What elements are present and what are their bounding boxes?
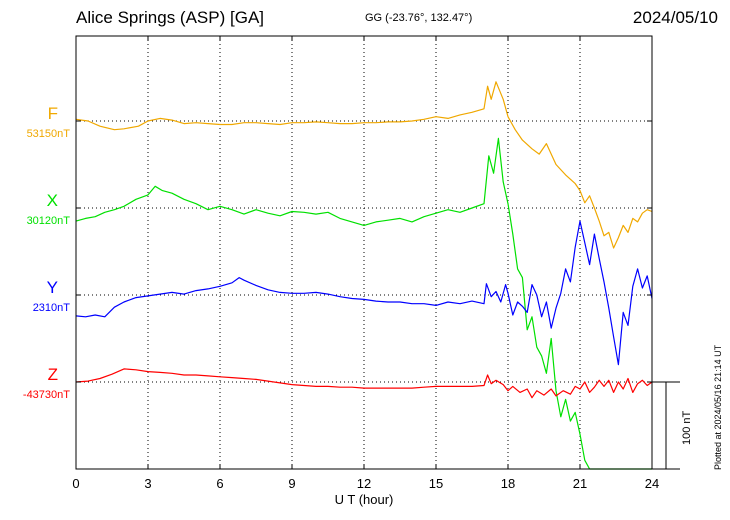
x-tick-label: 3	[144, 476, 151, 491]
series-f-line	[75, 81, 653, 249]
x-axis-label: U T (hour)	[335, 492, 394, 507]
station-title: Alice Springs (ASP) [GA]	[76, 8, 265, 27]
series-label-y: Y	[46, 278, 58, 297]
series-lines	[75, 81, 653, 470]
series-z-line	[75, 368, 653, 399]
scale-bar-label: 100 nT	[681, 410, 693, 445]
x-tick-label: 15	[429, 476, 443, 491]
series-label-z: Z	[47, 365, 58, 384]
series-label-x: X	[46, 191, 58, 210]
x-tick-label: 12	[357, 476, 371, 491]
date: 2024/05/10	[632, 8, 718, 27]
x-tick-label: 18	[501, 476, 515, 491]
grid	[76, 36, 652, 469]
baseline-y: 2310nT	[32, 302, 70, 314]
coordinates: GG (-23.76°, 132.47°)	[365, 12, 473, 24]
plot-frame	[75, 35, 653, 470]
x-tick-label: 0	[72, 476, 79, 491]
series-y-line	[75, 220, 653, 366]
x-tick-label: 24	[645, 476, 659, 491]
baseline-x: 30120nT	[26, 215, 70, 227]
x-tick-label: 6	[216, 476, 223, 491]
baseline-f: 53150nT	[26, 128, 70, 140]
x-axis: 0 3 6 9 12 15 18 21 24 U T (hour)	[72, 36, 659, 507]
x-tick-label: 9	[288, 476, 295, 491]
baseline-z: -43730nT	[22, 389, 70, 401]
series-x-line	[75, 137, 652, 470]
plotted-timestamp: Plotted at 2024/05/16 21:14 UT	[713, 344, 723, 470]
x-tick-label: 21	[573, 476, 587, 491]
series-label-f: F	[47, 104, 58, 123]
scale-bar	[652, 381, 680, 470]
